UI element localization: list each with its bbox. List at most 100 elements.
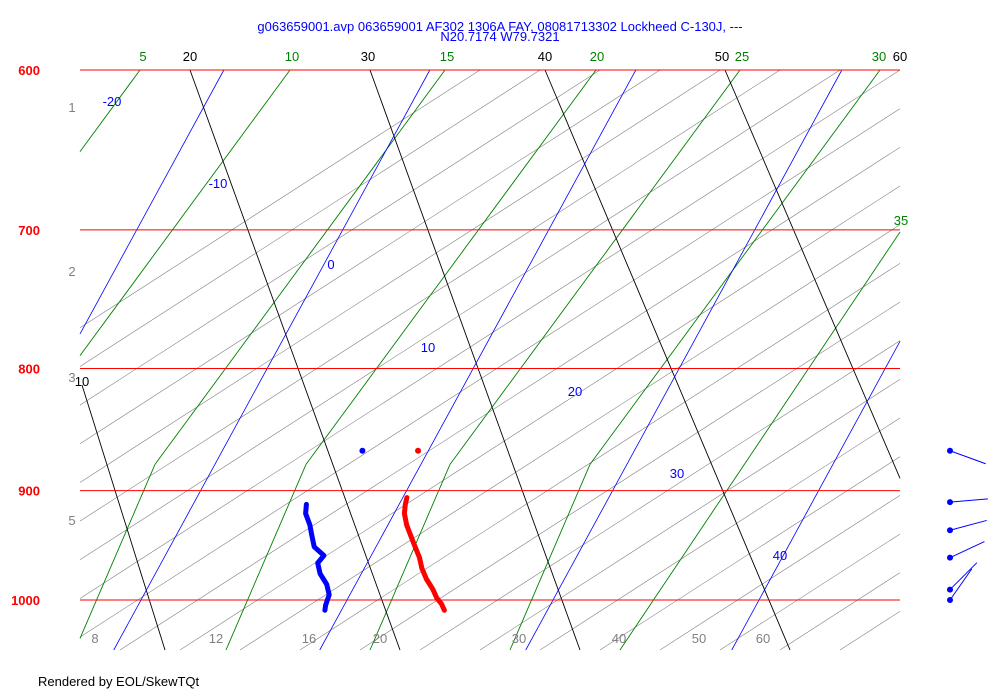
isotherm-label: -10 [209, 176, 228, 191]
dry-adiabat-label: 20 [183, 49, 197, 64]
moist-adiabat-label: 15 [440, 49, 454, 64]
dry-adiabat-label: 50 [715, 49, 729, 64]
moist-adiabat-label: 5 [139, 49, 146, 64]
isobar-label: 800 [18, 361, 40, 376]
mixing-ratio-label: 60 [756, 631, 770, 646]
isotherm-label: 40 [773, 548, 787, 563]
moist-adiabat [79, 69, 141, 152]
moist-adiabat [225, 464, 307, 651]
altitude-label: 2 [68, 264, 75, 279]
mixing-ratio-line [299, 263, 901, 651]
dry-adiabat-label: 60 [893, 49, 907, 64]
mixing-ratio-label: 40 [612, 631, 626, 646]
mixing-ratio-line [719, 533, 901, 651]
wind-barb [949, 519, 987, 531]
mixing-ratio-line [359, 301, 901, 651]
moist-adiabat [79, 69, 291, 356]
dry-adiabat [81, 384, 166, 651]
isobar-label: 1000 [11, 593, 40, 608]
mixing-ratio-line [659, 495, 901, 651]
chart-title-line1: g063659001.avp 063659001 AF302 1306A FAY… [257, 19, 743, 34]
moist-adiabat-label: 20 [590, 49, 604, 64]
wind-barbs [947, 447, 988, 603]
wind-barb [949, 541, 985, 559]
mixing-ratio-line [779, 572, 901, 651]
wind-barb-dot [947, 499, 953, 506]
dewpoint-point [359, 447, 366, 454]
mixing-ratio-line [79, 69, 661, 445]
isotherm-label: 10 [421, 340, 435, 355]
moist-adiabat [589, 69, 881, 465]
isobar-label: 900 [18, 484, 40, 499]
isotherm-lines [79, 69, 901, 651]
mixing-ratio-label: 30 [512, 631, 526, 646]
wind-barb-dot [947, 554, 953, 561]
moist-adiabat [305, 69, 597, 465]
mixing-ratio-line [479, 379, 901, 651]
dry-adiabat [189, 69, 401, 651]
moist-adiabat [154, 69, 446, 465]
temperature-profile [401, 495, 447, 613]
moist-adiabat [369, 464, 451, 651]
mixing-ratio-label: 12 [209, 631, 223, 646]
wind-barb-dot [947, 527, 953, 534]
mixing-ratio-label: 20 [373, 631, 387, 646]
altitude-label: 1 [68, 100, 75, 115]
temperature-point [415, 447, 422, 454]
isobar-label: 600 [18, 63, 40, 78]
wind-barb [949, 568, 973, 601]
moist-adiabat-label: 25 [735, 49, 749, 64]
altitude-label: 5 [68, 513, 75, 528]
isotherm-line [79, 69, 225, 335]
isotherm-line [319, 69, 637, 651]
mixing-ratio-line [79, 69, 901, 599]
chart-title-line2: N20.7174 W79.7321 [440, 29, 560, 44]
dry-adiabat [369, 69, 581, 651]
wind-barb-dot [947, 447, 953, 454]
wind-barb [949, 450, 986, 465]
mixing-ratio-line [79, 69, 841, 561]
mixing-ratio-line [79, 108, 901, 638]
isotherm-line [731, 341, 901, 651]
wind-barb [949, 498, 988, 503]
mixing-ratio-line [119, 147, 901, 651]
mixing-ratio-line [599, 456, 901, 651]
dry-adiabat-label: 10 [75, 374, 89, 389]
moist-adiabat-label: 35 [894, 213, 908, 228]
mixing-ratio-line [179, 185, 901, 651]
moist-adiabat [449, 69, 741, 465]
isotherm-label: -20 [103, 94, 122, 109]
wind-barb-dot [947, 597, 953, 603]
isotherm-line [525, 69, 843, 651]
mixing-ratio-line [79, 69, 481, 329]
dry-adiabat [724, 69, 901, 479]
mixing-ratio-label: 8 [91, 631, 98, 646]
moist-adiabat-label: 30 [872, 49, 886, 64]
isotherm-label: 20 [568, 384, 582, 399]
mixing-ratio-label: 16 [302, 631, 316, 646]
dry-adiabat-label: 30 [361, 49, 375, 64]
isotherm-label: 30 [670, 466, 684, 481]
mixing-ratio-line [79, 69, 601, 406]
isotherm-line [113, 69, 431, 651]
wind-barb-dot [947, 586, 953, 593]
moist-adiabat [619, 231, 901, 651]
footer-credit: Rendered by EOL/SkewTQt [38, 674, 200, 689]
mixing-ratio-line [79, 69, 721, 483]
moist-adiabat [79, 464, 156, 639]
mixing-ratio-lines [79, 69, 901, 651]
altitude-label: 3 [68, 370, 75, 385]
dry-adiabat [544, 69, 791, 651]
wind-barb [949, 562, 978, 590]
isotherm-label: 0 [327, 257, 334, 272]
isobar-label: 700 [18, 223, 40, 238]
dry-adiabat-label: 40 [538, 49, 552, 64]
mixing-ratio-line [79, 69, 541, 367]
mixing-ratio-line [539, 417, 901, 651]
moist-adiabat [509, 464, 591, 651]
mixing-ratio-line [839, 611, 901, 651]
mixing-ratio-line [239, 224, 901, 651]
dewpoint-profile [303, 501, 332, 613]
moist-adiabat-label: 10 [285, 49, 299, 64]
